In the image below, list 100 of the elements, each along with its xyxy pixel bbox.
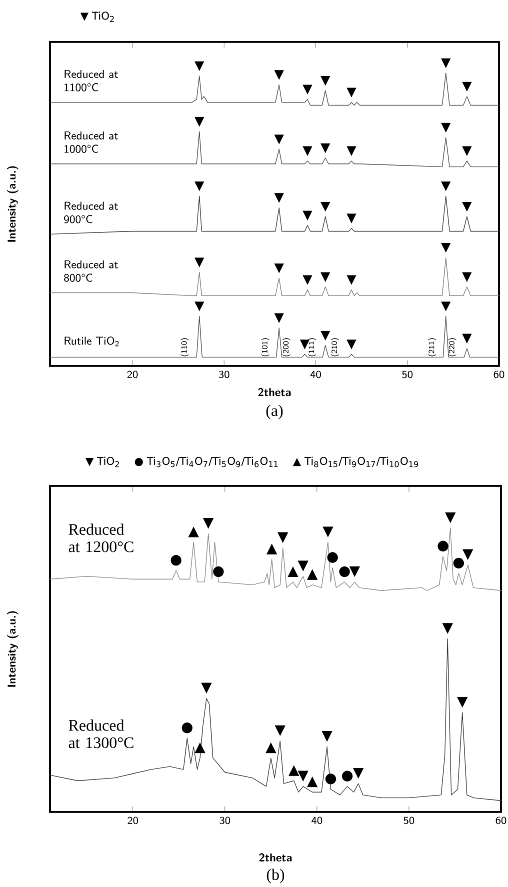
annotation: ▼ [462, 146, 472, 156]
annotation: ▲ [266, 544, 278, 554]
annotation: ▼ [202, 518, 214, 529]
annotation: ▼ [320, 143, 330, 154]
series-label: Reduced at 1100°C [64, 70, 118, 92]
x-tick-label: 40 [312, 816, 322, 824]
x-tick-label: 20 [128, 816, 138, 824]
annotation: ▼ [302, 210, 312, 220]
annotation: ▼ [194, 117, 204, 127]
annotation: ▼ [352, 768, 364, 779]
annotation: ▼ [462, 82, 472, 92]
x-tick-label: 60 [494, 370, 504, 378]
annotation: ▼ [274, 263, 284, 274]
annotation: ▼ [300, 340, 310, 350]
annotation: ▼ [320, 272, 330, 282]
annotation: ● [325, 774, 336, 784]
annotation: ▼ [302, 275, 312, 285]
annotation: ▼ [194, 181, 204, 192]
annotation: ▼ [456, 696, 468, 708]
x-tick-label: 60 [496, 816, 506, 824]
series-label: Reduced at 800°C [64, 260, 118, 282]
x-tick-label: 30 [220, 816, 230, 824]
x-tick-label: 50 [402, 370, 413, 378]
series-label: Reduced at 900°C [64, 202, 118, 224]
text: ▼ TiO$_{2}$ [80, 11, 114, 22]
annotation: ▼ [194, 302, 204, 312]
annotation: ● [453, 558, 464, 569]
annotation: ▼ [201, 682, 212, 694]
series-label: Reduced at 1000°C [64, 131, 118, 153]
annotation: ▼ [274, 193, 284, 203]
annotation: ▲ [288, 765, 300, 776]
x-tick-label: 50 [404, 816, 414, 824]
annotation: ▼ [274, 313, 284, 323]
annotation: ▲ [188, 526, 199, 538]
annotation: ▼ [346, 340, 356, 350]
annotation: ▼ [441, 122, 451, 133]
y-axis-title: Intensity (a.u.) [6, 166, 18, 242]
series-label: Rutile TiO$_{2}$ [64, 336, 119, 346]
annotation: ▼ [194, 61, 204, 72]
annotation: ▼ [441, 181, 451, 192]
text: ▼ TiO$_{2}$ [85, 456, 119, 468]
annotation: (220) [448, 338, 456, 356]
annotation: ▲ [194, 742, 206, 754]
annotation: ▲ [288, 566, 298, 578]
annotation: ▲ [306, 569, 318, 580]
annotation: ▼ [462, 549, 474, 560]
y-axis-title: Intensity (a.u.) [6, 611, 18, 687]
annotation: ▼ [274, 725, 286, 736]
x-tick-label: 20 [127, 370, 138, 378]
annotation: ▼ [346, 146, 356, 156]
annotation: ● [170, 554, 182, 566]
annotation: ▼ [346, 88, 356, 98]
annotation: ▼ [346, 214, 356, 224]
annotation: ▼ [462, 202, 472, 212]
annotation: (210) [330, 338, 339, 356]
annotation: (110) [180, 338, 189, 356]
annotation: ▼ [441, 302, 451, 312]
annotation: ▼ [441, 58, 451, 68]
x-axis-title: 2theta [259, 853, 292, 862]
annotation: ▼ [298, 770, 308, 782]
series-label: Reduced at 1200°C [68, 524, 134, 552]
annotation: (211) [428, 338, 436, 356]
annotation: ▼ [320, 330, 330, 341]
annotation: ▼ [346, 275, 356, 285]
annotation: ▼ [349, 566, 360, 578]
annotation: ▲ [306, 776, 318, 788]
annotation: ▼ [442, 623, 453, 634]
annotation: ▼ [441, 242, 451, 253]
annotation: (101) [261, 338, 270, 356]
annotation: ● [327, 552, 338, 563]
annotation: ▼ [445, 512, 456, 524]
x-tick-label: 40 [310, 370, 321, 378]
annotation: ▼ [298, 560, 308, 572]
annotation: (200) [282, 338, 290, 356]
annotation: ▼ [278, 532, 288, 543]
annotation: ● [438, 540, 448, 552]
text: ▲ Ti$_{8}$O$_{15}$/Ti$_{9}$O$_{17}$/Ti$_{10}$O$_{19}$ [292, 456, 418, 468]
text: ● Ti$_{3}$O$_{5}$/Ti$_{4}$O$_{7}$/Ti$_{5}$O$_{9}$/Ti$_{6}$O$_{11}$ [134, 456, 278, 468]
annotation: ▼ [274, 134, 284, 144]
annotation: (111) [308, 338, 316, 356]
annotation: ● [339, 566, 350, 578]
annotation: ▼ [302, 146, 312, 156]
annotation: ▼ [320, 202, 330, 212]
annotation: ▼ [462, 334, 472, 344]
x-axis-title: 2theta [258, 388, 291, 396]
x-tick-label: 30 [218, 370, 230, 378]
annotation: ▼ [274, 70, 284, 80]
annotation: ▼ [194, 258, 204, 268]
annotation: ● [182, 722, 192, 734]
text: (b) [266, 868, 284, 884]
annotation: ▼ [322, 526, 334, 538]
annotation: ▼ [320, 76, 330, 86]
annotation: ▼ [322, 731, 332, 742]
annotation: ● [342, 770, 353, 782]
text: (a) [266, 404, 283, 420]
annotation: ▲ [266, 742, 276, 754]
series-label: Reduced at 1300°C [68, 720, 134, 748]
annotation: ▼ [462, 272, 472, 282]
annotation: ● [213, 566, 224, 578]
annotation: ▼ [302, 84, 312, 94]
